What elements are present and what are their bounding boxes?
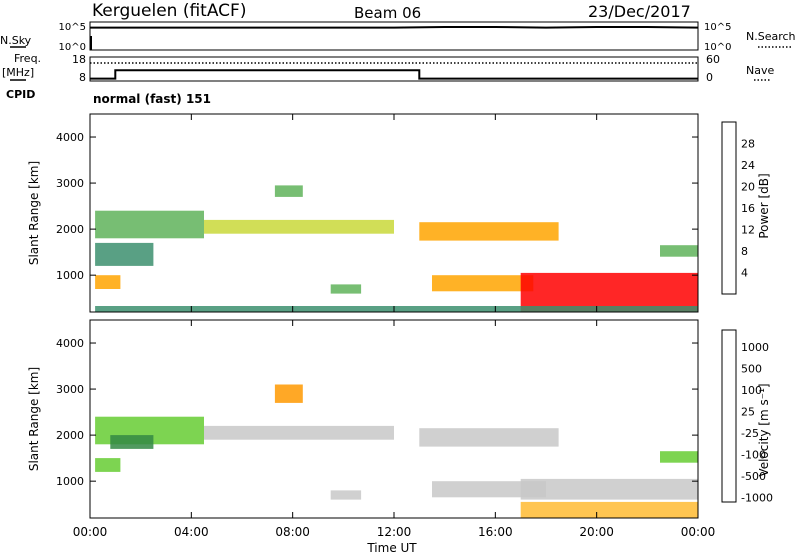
power-ytick-label: 1000 bbox=[56, 269, 84, 282]
power-colorbar-tick-label: 8 bbox=[741, 245, 748, 258]
x-tick-label: 20:00 bbox=[579, 525, 614, 539]
noise-left-tick-top: 10^5 bbox=[59, 22, 86, 33]
nave-label: Nave bbox=[746, 64, 774, 77]
beam-title: Beam 06 bbox=[354, 4, 421, 22]
power-colorbar-tick-label: 20 bbox=[741, 181, 755, 194]
velocity-region-10 bbox=[660, 451, 698, 463]
date-title: 23/Dec/2017 bbox=[588, 2, 691, 21]
power-region-6 bbox=[419, 222, 559, 241]
velocity-colorbar-tick-label: 500 bbox=[741, 362, 762, 375]
velocity-region-1 bbox=[110, 435, 154, 449]
velocity-region-2 bbox=[95, 458, 121, 472]
velocity-colorbar-tick-label: 25 bbox=[741, 405, 755, 418]
freq-panel bbox=[89, 56, 699, 82]
velocity-region-9 bbox=[520, 501, 698, 518]
velocity-region-7 bbox=[432, 481, 546, 498]
cpid-value: normal (fast) 151 bbox=[93, 92, 211, 106]
power-region-10 bbox=[95, 306, 699, 312]
velocity-ytick-label: 2000 bbox=[56, 429, 84, 442]
velocity-y-axis: 1000 2000 3000 4000 bbox=[56, 337, 698, 488]
noise-left-tick-bottom: 10^0 bbox=[59, 42, 86, 53]
velocity-ylabel: Slant Range [km] bbox=[27, 367, 41, 471]
power-ytick-label: 2000 bbox=[56, 223, 84, 236]
power-colorbar-tick-label: 12 bbox=[741, 224, 755, 237]
nsky-label: N.Sky bbox=[0, 34, 32, 47]
freq-right-tick-top: 60 bbox=[706, 53, 720, 66]
velocity-colorbar-tick-label: 100 bbox=[741, 384, 762, 397]
power-region-9 bbox=[660, 245, 698, 257]
freq-left-tick-bottom: 8 bbox=[79, 71, 86, 84]
power-y-axis: 1000 2000 3000 4000 bbox=[56, 131, 698, 282]
velocity-colorbar: 1000 500 100 25 -25 -100 -500 -1000 bbox=[721, 329, 773, 504]
velocity-region-5 bbox=[330, 490, 362, 500]
station-title: Kerguelen (fitACF) bbox=[92, 1, 246, 21]
velocity-ytick-label: 4000 bbox=[56, 337, 84, 350]
time-xlabel: Time UT bbox=[366, 541, 417, 554]
velocity-colorbar-tick-label: -100 bbox=[741, 448, 766, 461]
x-tick-label: 16:00 bbox=[478, 525, 513, 539]
noise-right-tick-top: 10^5 bbox=[704, 22, 731, 33]
velocity-colorbar-label: Velocity [m s⁻¹] bbox=[757, 383, 771, 476]
power-region-7 bbox=[432, 275, 534, 292]
velocity-region-3 bbox=[204, 425, 394, 440]
x-tick-label: 12:00 bbox=[377, 525, 412, 539]
power-region-1 bbox=[95, 242, 154, 266]
power-region-2 bbox=[95, 275, 121, 289]
velocity-colorbar-tick-label: -1000 bbox=[741, 491, 773, 504]
x-tick-label: 04:00 bbox=[174, 525, 209, 539]
x-tick-label: 00:00 bbox=[73, 525, 108, 539]
nsky-line bbox=[90, 26, 699, 29]
velocity-region-4 bbox=[274, 384, 303, 403]
velocity-colorbar-tick-label: -500 bbox=[741, 470, 766, 483]
velocity-colorbar-tick-label: -25 bbox=[741, 427, 759, 440]
x-tick-label: 08:00 bbox=[275, 525, 310, 539]
freq-unit-label: [MHz] bbox=[2, 66, 34, 79]
noise-right-tick-bottom: 10^0 bbox=[704, 42, 731, 53]
power-ylabel: Slant Range [km] bbox=[27, 161, 41, 265]
power-colorbar-tick-label: 16 bbox=[741, 202, 755, 215]
velocity-colorbar-frame bbox=[721, 329, 737, 503]
power-colorbar-frame bbox=[721, 121, 737, 295]
cpid-label: CPID bbox=[6, 88, 35, 101]
velocity-region-8 bbox=[520, 478, 698, 500]
power-ytick-label: 4000 bbox=[56, 131, 84, 144]
velocity-heatmap-cells bbox=[95, 384, 698, 518]
freq-label: Freq. bbox=[14, 52, 41, 65]
power-heatmap-cells bbox=[95, 185, 699, 312]
power-colorbar-tick-label: 4 bbox=[741, 267, 748, 280]
nsearch-label: N.Search bbox=[746, 30, 796, 43]
freq-right-tick-bottom: 0 bbox=[706, 71, 713, 84]
power-region-0 bbox=[95, 210, 204, 239]
power-colorbar-label: Power [dB] bbox=[757, 173, 771, 238]
power-colorbar-tick-label: 28 bbox=[741, 138, 755, 151]
power-region-5 bbox=[330, 284, 362, 294]
power-colorbar: 4 8 12 16 20 24 28 bbox=[721, 121, 755, 295]
power-region-8 bbox=[520, 272, 698, 312]
velocity-colorbar-tick-label: 1000 bbox=[741, 341, 769, 354]
freq-line bbox=[90, 69, 698, 80]
power-ytick-label: 3000 bbox=[56, 177, 84, 190]
velocity-ytick-label: 1000 bbox=[56, 475, 84, 488]
power-colorbar-tick-label: 24 bbox=[741, 159, 755, 172]
freq-left-tick-top: 18 bbox=[72, 53, 86, 66]
x-tick-label: 00:00 bbox=[681, 525, 716, 539]
velocity-ytick-label: 3000 bbox=[56, 383, 84, 396]
power-region-4 bbox=[274, 185, 303, 197]
time-x-axis: 00:00 04:00 08:00 12:00 16:00 20:00 00:00 bbox=[73, 114, 716, 539]
power-region-3 bbox=[204, 219, 394, 234]
velocity-region-6 bbox=[419, 428, 559, 447]
